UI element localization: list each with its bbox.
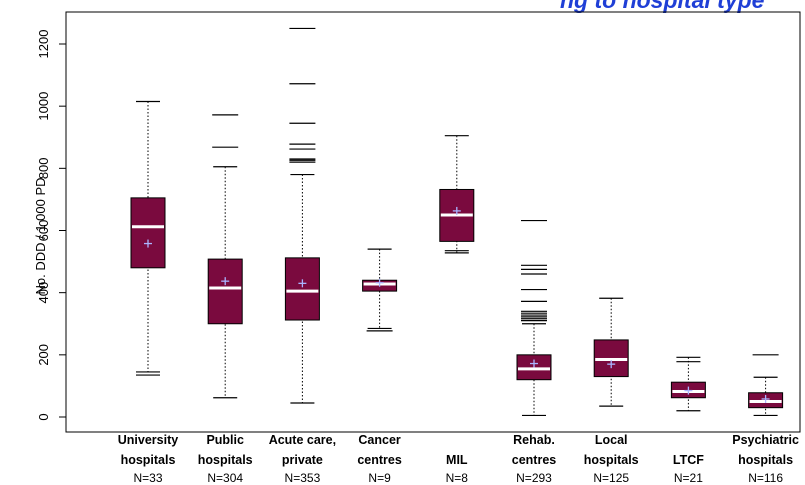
n-label: N=125: [593, 471, 629, 485]
y-axis: 0 200 400 600 800 1000 1200: [36, 30, 66, 421]
category-label-line1: Public: [206, 433, 244, 447]
n-label: N=116: [748, 471, 783, 485]
y-axis-label: No. DDD / 1 000 PD: [33, 177, 48, 294]
box-group: [439, 135, 475, 254]
plot-frame: [65, 11, 801, 433]
category-label-line1: Psychiatric: [732, 433, 799, 447]
box-group: [130, 100, 166, 376]
category-label-line1: Rehab.: [513, 433, 555, 447]
box-group: [748, 354, 784, 417]
category-label-line2: centres: [512, 453, 557, 467]
category-label-line2: centres: [357, 453, 402, 467]
chart-title: ng to hospital type: [560, 0, 765, 13]
x-axis-labels: University hospitals N=33 Public hospitals N=…: [118, 433, 799, 485]
n-label: N=21: [674, 471, 703, 485]
y-tick-label: 0: [36, 413, 51, 420]
category-label-line1: Cancer: [358, 433, 401, 447]
n-label: N=9: [368, 471, 391, 485]
category-label-line2: hospitals: [198, 453, 253, 467]
y-tick-label: 200: [36, 344, 51, 366]
n-label: N=353: [285, 471, 321, 485]
n-label: N=293: [516, 471, 552, 485]
category-label-line2: MIL: [446, 453, 468, 467]
category-label-line2: hospitals: [738, 453, 793, 467]
category-label-line2: hospitals: [584, 453, 639, 467]
category-label-line2: LTCF: [673, 453, 704, 467]
n-label: N=304: [207, 471, 243, 485]
y-tick-label: 600: [36, 220, 51, 242]
n-label: N=8: [446, 471, 469, 485]
category-label-line2: private: [282, 453, 323, 467]
box-group: [670, 356, 706, 412]
y-tick-label: 800: [36, 157, 51, 179]
box-group: [362, 248, 398, 332]
category-label-line1: Acute care,: [269, 433, 336, 447]
y-tick-label: 1000: [36, 92, 51, 121]
iqr-box: [284, 257, 320, 321]
box-group: [207, 114, 243, 399]
iqr-box: [207, 258, 243, 325]
y-tick-label: 1200: [36, 30, 51, 59]
box-group: [593, 297, 629, 407]
category-label-line1: University: [118, 433, 178, 447]
n-label: N=33: [133, 471, 162, 485]
iqr-box: [130, 197, 166, 269]
category-label-line1: Local: [595, 433, 628, 447]
box-group: [516, 219, 552, 417]
box-groups: [130, 27, 784, 417]
plot-border: [65, 11, 801, 433]
y-tick-label: 400: [36, 282, 51, 304]
box-group: [284, 27, 320, 404]
category-label-line2: hospitals: [121, 453, 176, 467]
